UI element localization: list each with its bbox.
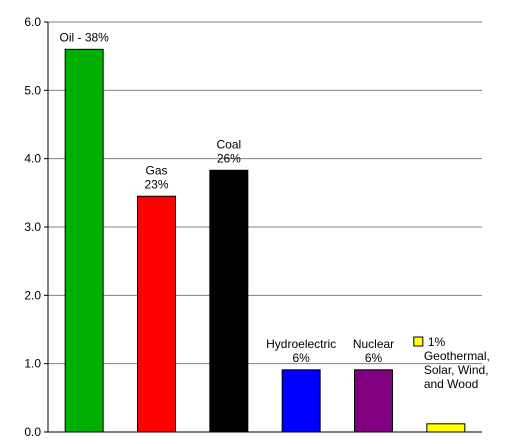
bar-label: Geothermal, xyxy=(424,349,490,363)
bar-label: Gas xyxy=(145,163,167,177)
y-tick-label: 0.0 xyxy=(24,425,41,439)
bar-label: Hydroelectric xyxy=(266,337,336,351)
bar-label: 6% xyxy=(365,351,383,365)
bar-label: 23% xyxy=(144,177,168,191)
bar-label: Oil - 38% xyxy=(59,30,109,44)
bar-labels: Oil - 38%Gas23%Coal26%Hydroelectric6%Nuc… xyxy=(59,30,489,391)
bars xyxy=(64,48,466,433)
bar-label: Nuclear xyxy=(353,337,394,351)
bar-oil xyxy=(64,48,104,433)
label-swatch xyxy=(413,336,424,347)
y-tick-label: 6.0 xyxy=(24,15,41,29)
bar-label: 1% xyxy=(428,335,446,349)
gridlines xyxy=(48,21,482,365)
bar-geothermal-solar-wind-and-wood xyxy=(426,423,466,433)
y-tick-label: 4.0 xyxy=(24,152,41,166)
y-tick-label: 3.0 xyxy=(24,220,41,234)
y-tick-label: 1.0 xyxy=(24,357,41,371)
bar-label: and Wood xyxy=(424,377,479,391)
bar-hydroelectric xyxy=(281,369,321,433)
y-tick-labels: 0.0 1.0 2.0 3.0 4.0 5.0 6.0 xyxy=(24,15,48,439)
bar-label: 6% xyxy=(292,351,310,365)
bar-label: 26% xyxy=(217,151,241,165)
y-tick-label: 2.0 xyxy=(24,288,41,302)
bar-gas xyxy=(137,195,176,433)
bar-nuclear xyxy=(354,369,393,433)
bar-label: Solar, Wind, xyxy=(424,363,489,377)
bar-coal xyxy=(209,169,249,433)
bar-label: Coal xyxy=(216,137,241,151)
y-tick-label: 5.0 xyxy=(24,83,41,97)
